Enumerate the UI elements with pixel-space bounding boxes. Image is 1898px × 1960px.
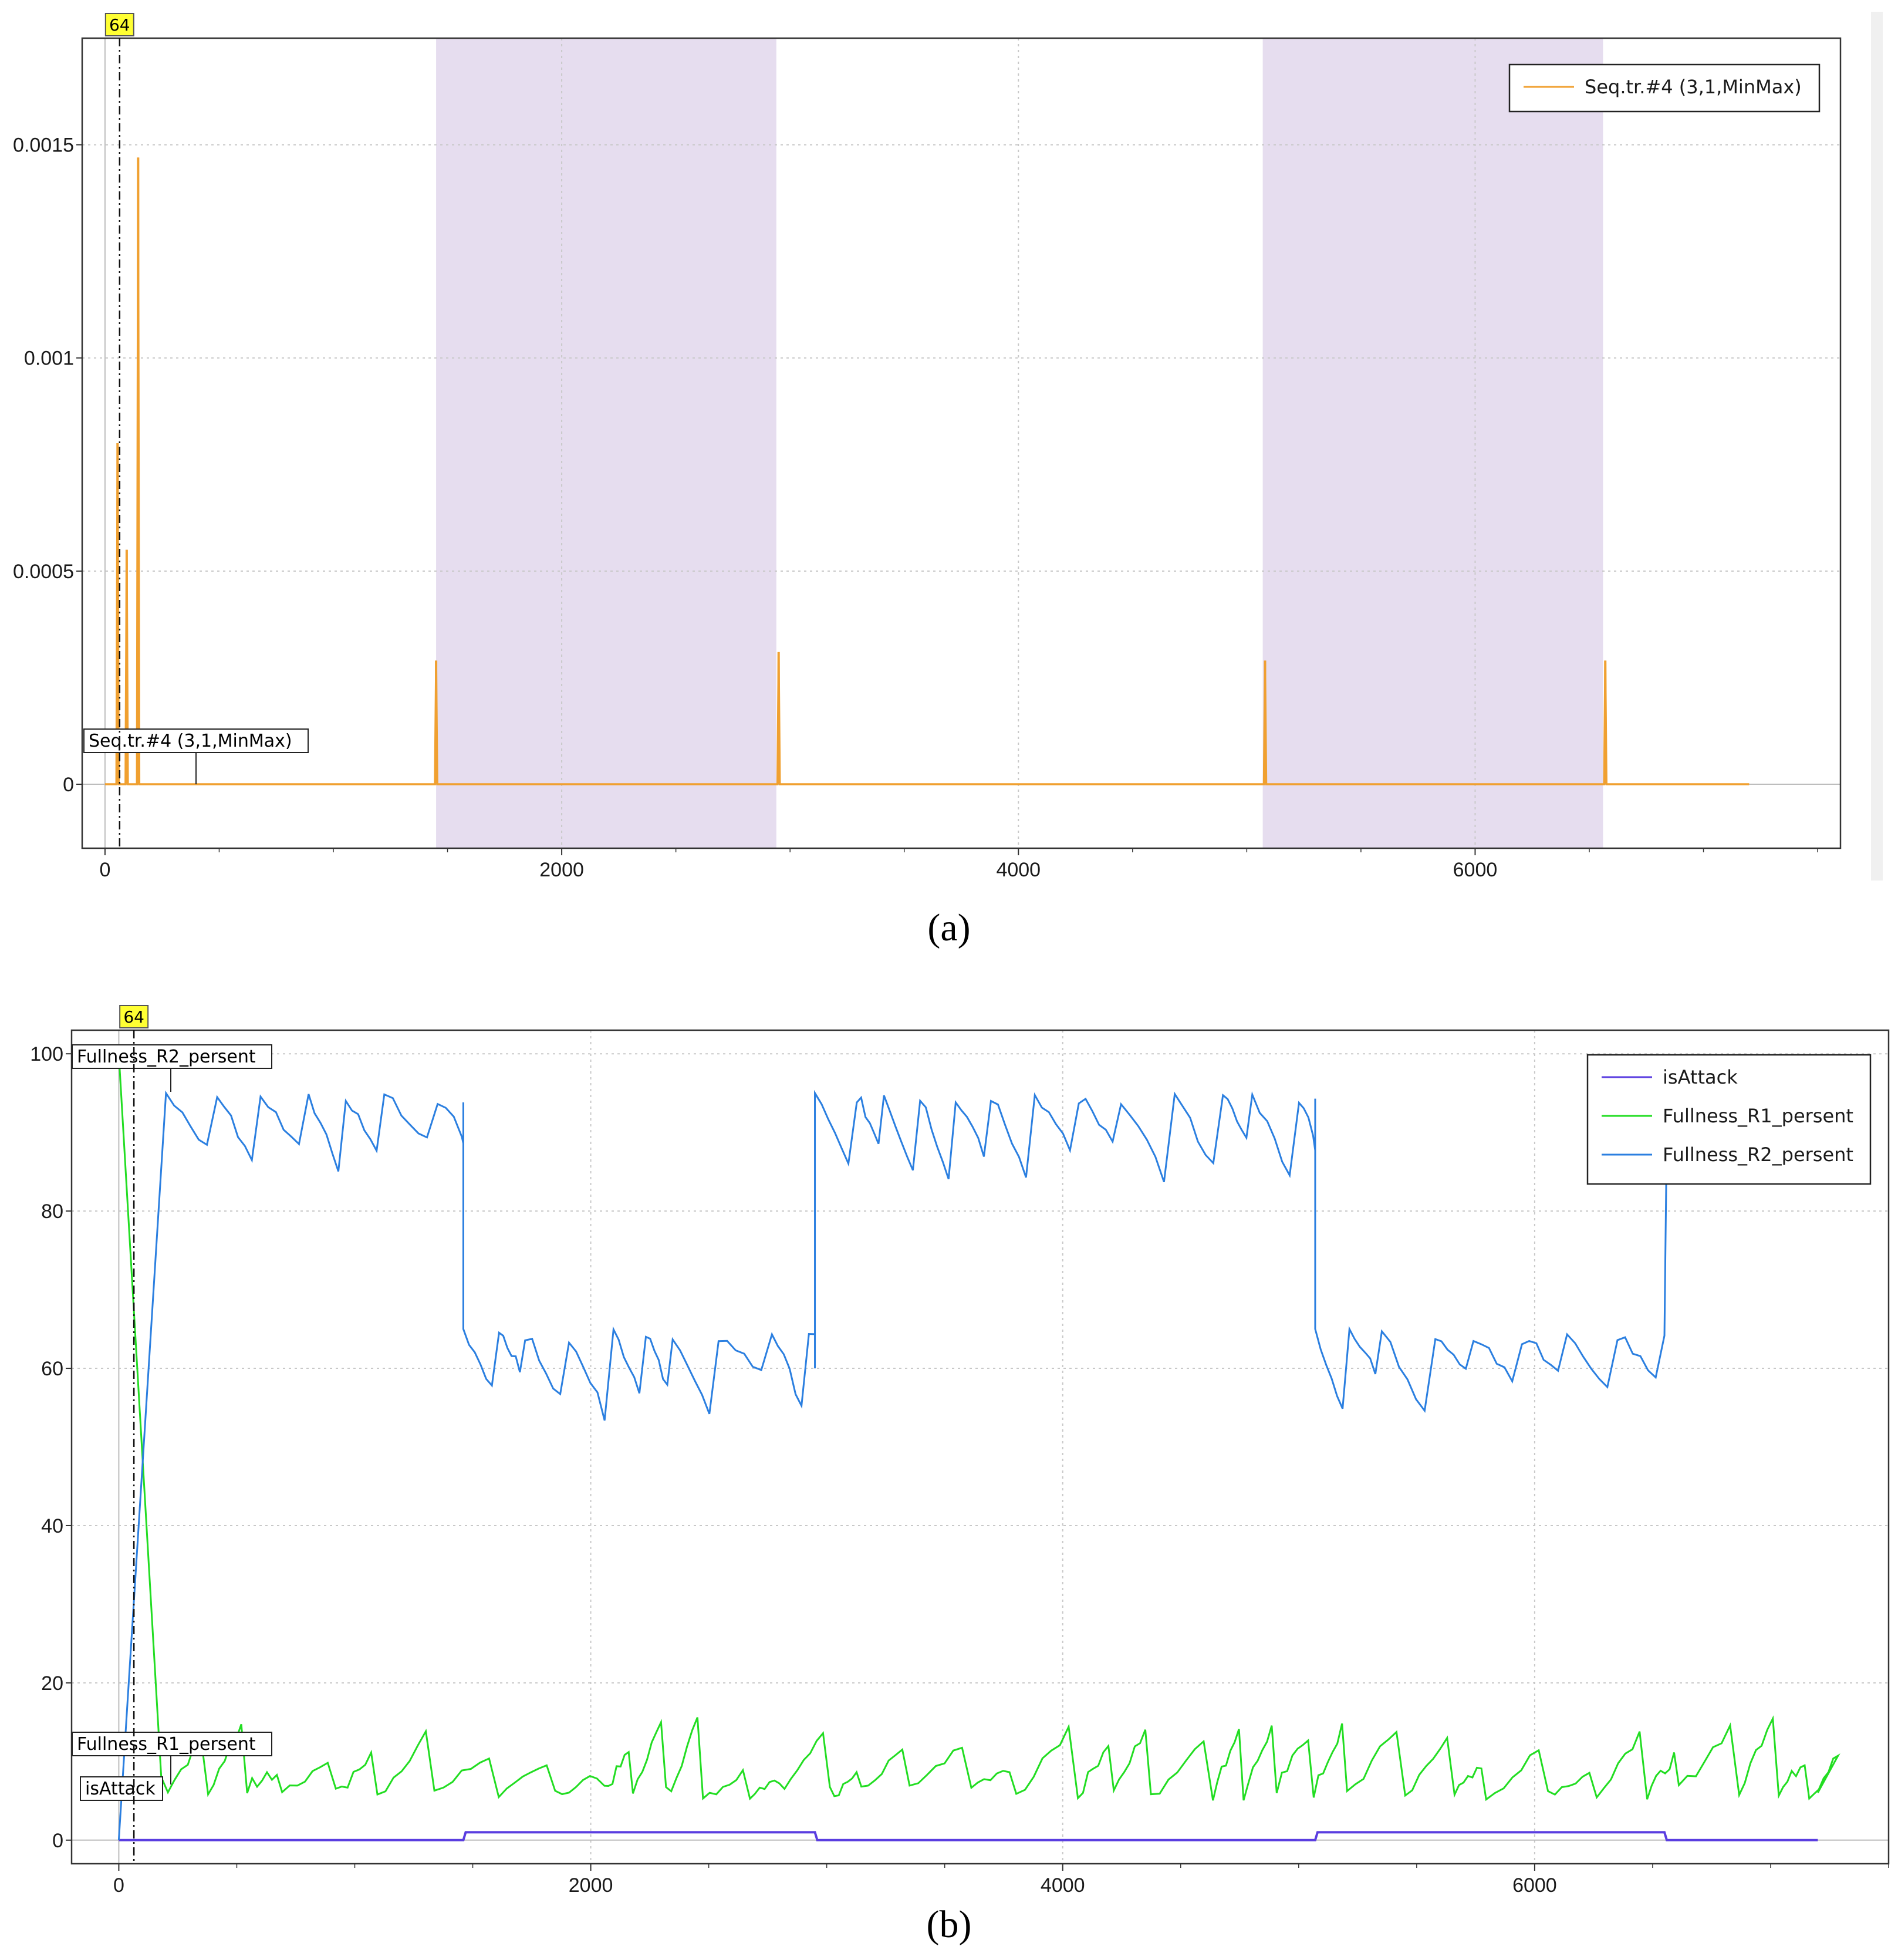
legend-b: isAttack Fullness_R1_persent Fullness_R2_p… <box>1586 1054 1872 1185</box>
x-tick-label: 6000 <box>1512 1874 1557 1897</box>
x-tick-label: 4000 <box>996 859 1041 881</box>
y-tick-label: 0.0005 <box>13 561 74 583</box>
series-line-fullness-r1 <box>117 1054 1840 1802</box>
series-tags-b: Fullness_R2_persent Fullness_R1_persentis… <box>72 1044 272 1801</box>
caption-b: (b) <box>927 1903 972 1946</box>
legend-entry: isAttack <box>1663 1066 1738 1088</box>
series-line-seq-tr <box>104 157 1750 785</box>
series-tag-box <box>80 1776 163 1801</box>
series-tags-a: Seq.tr.#4 (3,1,MinMax) <box>83 728 309 785</box>
y-tick-label: 40 <box>41 1515 63 1537</box>
x-tick-label: 6000 <box>1453 859 1498 881</box>
y-tick-label: 0 <box>52 1830 63 1852</box>
y-tick-label: 0 <box>63 774 74 796</box>
panel-a-scrollbar-strip[interactable] <box>1871 12 1883 881</box>
legend-a: Seq.tr.#4 (3,1,MinMax) <box>1508 63 1821 113</box>
x-tick-label: 0 <box>113 1874 124 1897</box>
series-line-isattack <box>119 1831 1818 1841</box>
series-b <box>117 1054 1840 1841</box>
series-a <box>104 157 1750 785</box>
legend-entry: Fullness_R2_persent <box>1663 1143 1853 1166</box>
x-tick-label: 2000 <box>539 859 584 881</box>
tick-labels-a: 0 2000 4000 6000 0 0.0005 0.001 0.0015 <box>13 134 1497 881</box>
series-tag-label: isAttack <box>85 1779 156 1799</box>
shaded-region <box>1262 38 1603 848</box>
y-tick-label: 0.0015 <box>13 134 74 157</box>
y-tick-label: 60 <box>41 1358 63 1380</box>
x-tick-label: 2000 <box>569 1874 613 1897</box>
legend-entry: Seq.tr.#4 (3,1,MinMax) <box>1585 76 1802 98</box>
caption-a: (a) <box>927 906 970 949</box>
shaded-region <box>436 38 776 848</box>
x-tick-label: 0 <box>99 859 110 881</box>
plot-frame <box>70 1029 1890 1865</box>
axes-a <box>76 37 1842 855</box>
y-tick-label: 0.001 <box>24 348 74 370</box>
chart-panel-a: 0 2000 4000 6000 0 0.0005 0.001 0.0015 Seq.tr.#… <box>0 0 1898 949</box>
y-tick-label: 20 <box>41 1672 63 1695</box>
series-tag-label: Fullness_R1_persent <box>77 1734 256 1755</box>
legend-entry: Fullness_R1_persent <box>1663 1105 1853 1127</box>
plot-frame <box>81 37 1842 849</box>
cursor-label: 64 <box>123 1007 144 1027</box>
shaded-regions-a <box>436 38 1603 848</box>
series-tag-box <box>72 1044 272 1069</box>
legend-box <box>1508 63 1821 113</box>
cursor-a[interactable]: 64 <box>104 13 134 848</box>
cursor-b[interactable]: 64 <box>119 1005 149 1864</box>
axes-b <box>66 1029 1890 1871</box>
series-tag-box <box>72 1732 272 1756</box>
series-tag-label: Fullness_R2_persent <box>77 1047 256 1067</box>
cursor-marker[interactable] <box>104 13 134 36</box>
tick-labels-b: 0 2000 4000 6000 0 20 40 60 80 100 <box>30 1043 1556 1897</box>
series-line-fullness-r2 <box>117 1089 1668 1840</box>
y-tick-label: 80 <box>41 1200 63 1223</box>
x-tick-label: 4000 <box>1041 1874 1085 1897</box>
cursor-label: 64 <box>109 15 130 35</box>
cursor-marker[interactable] <box>119 1005 149 1028</box>
series-tag-box <box>83 728 309 753</box>
y-tick-label: 100 <box>30 1043 63 1065</box>
series-tag-label: Seq.tr.#4 (3,1,MinMax) <box>89 731 292 751</box>
